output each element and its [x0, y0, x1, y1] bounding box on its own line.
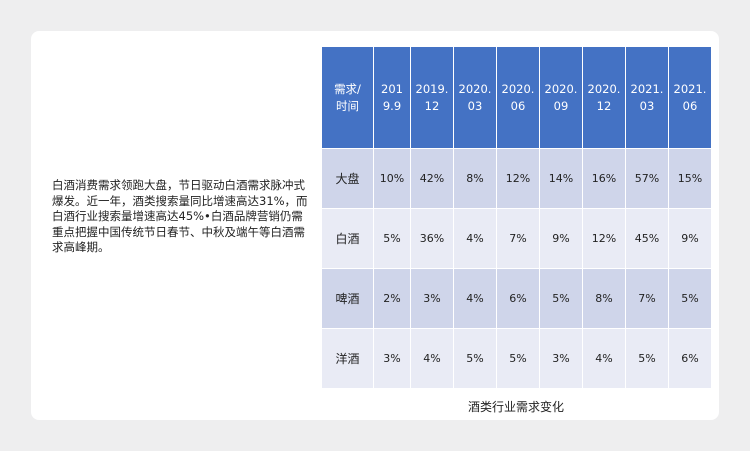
row-label: 啤酒	[321, 268, 374, 329]
header-date: 2020. 03	[453, 46, 497, 149]
table-cell: 14%	[539, 148, 583, 209]
table-cell: 57%	[625, 148, 669, 209]
demand-table: 需求/ 时间 201 9.9 2019. 12 2020. 03 2020. 06 20…	[321, 46, 712, 389]
table-row: 大盘 10% 42% 8% 12% 14% 16% 57% 15%	[321, 148, 712, 209]
table-cell: 6%	[496, 268, 540, 329]
table-cell: 5%	[373, 208, 411, 269]
table-cell: 5%	[625, 328, 669, 389]
header-date: 2021. 06	[668, 46, 712, 149]
table-cell: 9%	[668, 208, 712, 269]
header-date: 2020. 12	[582, 46, 626, 149]
row-label: 白酒	[321, 208, 374, 269]
table-row: 白酒 5% 36% 4% 7% 9% 12% 45% 9%	[321, 208, 712, 269]
table-cell: 12%	[582, 208, 626, 269]
header-corner: 需求/ 时间	[321, 46, 374, 149]
row-label: 大盘	[321, 148, 374, 209]
table-cell: 8%	[453, 148, 497, 209]
description-text: 白酒消费需求领跑大盘，节日驱动白酒需求脉冲式爆发。近一年，酒类搜索量同比增速高达…	[52, 178, 308, 254]
table-cell: 42%	[410, 148, 454, 209]
table-cell: 4%	[453, 208, 497, 269]
header-date: 2020. 06	[496, 46, 540, 149]
table-cell: 3%	[539, 328, 583, 389]
table-cell: 4%	[582, 328, 626, 389]
table-row: 啤酒 2% 3% 4% 6% 5% 8% 7% 5%	[321, 268, 712, 329]
table-cell: 15%	[668, 148, 712, 209]
header-date: 2021. 03	[625, 46, 669, 149]
table-cell: 12%	[496, 148, 540, 209]
table-cell: 8%	[582, 268, 626, 329]
table-header-row: 需求/ 时间 201 9.9 2019. 12 2020. 03 2020. 06 20…	[321, 46, 712, 149]
table-cell: 6%	[668, 328, 712, 389]
header-date: 201 9.9	[373, 46, 411, 149]
table-cell: 9%	[539, 208, 583, 269]
table-cell: 45%	[625, 208, 669, 269]
table-cell: 5%	[496, 328, 540, 389]
table-cell: 10%	[373, 148, 411, 209]
table-cell: 3%	[373, 328, 411, 389]
table-row: 洋酒 3% 4% 5% 5% 3% 4% 5% 6%	[321, 328, 712, 389]
table-cell: 4%	[453, 268, 497, 329]
table-cell: 2%	[373, 268, 411, 329]
table-cell: 7%	[625, 268, 669, 329]
header-date: 2020. 09	[539, 46, 583, 149]
table-cell: 3%	[410, 268, 454, 329]
table-cell: 16%	[582, 148, 626, 209]
table-cell: 5%	[453, 328, 497, 389]
table-cell: 4%	[410, 328, 454, 389]
table-cell: 36%	[410, 208, 454, 269]
header-date: 2019. 12	[410, 46, 454, 149]
table-cell: 7%	[496, 208, 540, 269]
row-label: 洋酒	[321, 328, 374, 389]
table-cell: 5%	[539, 268, 583, 329]
table-caption: 酒类行业需求变化	[467, 400, 564, 414]
table-cell: 5%	[668, 268, 712, 329]
